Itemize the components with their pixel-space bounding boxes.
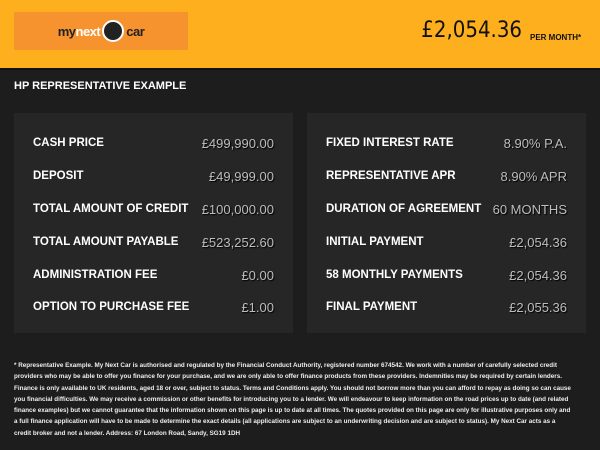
logo-text-my: my: [57, 23, 76, 39]
logo[interactable]: my next car: [14, 12, 188, 50]
finance-row: REPRESENTATIVE APR 8.90% APR: [326, 166, 567, 186]
finance-panel-left: CASH PRICE £499,990.00 DEPOSIT £49,999.00 TO…: [14, 113, 293, 333]
row-label: 58 MONTHLY PAYMENTS: [326, 269, 463, 281]
row-label: CASH PRICE: [33, 137, 104, 149]
row-label: ADMINISTRATION FEE: [33, 269, 158, 281]
row-label: FIXED INTEREST RATE: [326, 137, 454, 149]
row-label: DEPOSIT: [33, 170, 84, 182]
row-label: REPRESENTATIVE APR: [326, 170, 456, 182]
row-label: TOTAL AMOUNT OF CREDIT: [33, 203, 189, 215]
finance-row: INITIAL PAYMENT £2,054.36: [326, 232, 567, 252]
row-label: DURATION OF AGREEMENT: [326, 203, 482, 215]
finance-row: DURATION OF AGREEMENT 60 MONTHS: [326, 199, 567, 219]
finance-row: CASH PRICE £499,990.00: [33, 133, 274, 153]
finance-panel-right: FIXED INTEREST RATE 8.90% P.A. REPRESENTAT…: [307, 113, 586, 333]
row-value: 60 MONTHS: [492, 201, 567, 217]
logo-text-next: next: [75, 23, 101, 39]
finance-row: FIXED INTEREST RATE 8.90% P.A.: [326, 133, 567, 153]
logo-text-car: car: [126, 23, 145, 39]
row-value: £100,000.00: [201, 201, 274, 217]
finance-row: DEPOSIT £49,999.00: [33, 166, 274, 186]
per-month-label: PER MONTH*: [530, 33, 582, 42]
header: my next car £2,054.36 PER MONTH*: [0, 0, 600, 70]
row-value: £2,054.36: [509, 234, 567, 250]
handshake-icon: [102, 20, 125, 42]
row-label: INITIAL PAYMENT: [326, 236, 424, 248]
finance-row: OPTION TO PURCHASE FEE £1.00: [33, 297, 274, 317]
row-value: £499,990.00: [201, 135, 274, 151]
section-title: HP REPRESENTATIVE EXAMPLE: [14, 80, 187, 92]
row-value: £523,252.60: [201, 234, 274, 250]
row-value: £2,055.36: [509, 299, 567, 315]
row-value: £2,054.36: [509, 267, 567, 283]
row-value: £49,999.00: [208, 168, 274, 184]
finance-row: TOTAL AMOUNT OF CREDIT £100,000.00: [33, 199, 274, 219]
row-value: £1.00: [241, 299, 274, 315]
finance-row: TOTAL AMOUNT PAYABLE £523,252.60: [33, 232, 274, 252]
monthly-price: £2,054.36: [421, 18, 522, 43]
finance-row: FINAL PAYMENT £2,055.36: [326, 297, 567, 317]
row-value: £0.00: [241, 267, 274, 283]
row-label: OPTION TO PURCHASE FEE: [33, 301, 190, 313]
row-value: 8.90% P.A.: [503, 135, 567, 151]
footnote: * Representative Example. My Next Car is…: [14, 362, 571, 437]
finance-row: ADMINISTRATION FEE £0.00: [33, 265, 274, 285]
row-label: FINAL PAYMENT: [326, 301, 418, 313]
finance-row: 58 MONTHLY PAYMENTS £2,054.36: [326, 265, 567, 285]
row-label: TOTAL AMOUNT PAYABLE: [33, 236, 179, 248]
row-value: 8.90% APR: [500, 168, 568, 184]
